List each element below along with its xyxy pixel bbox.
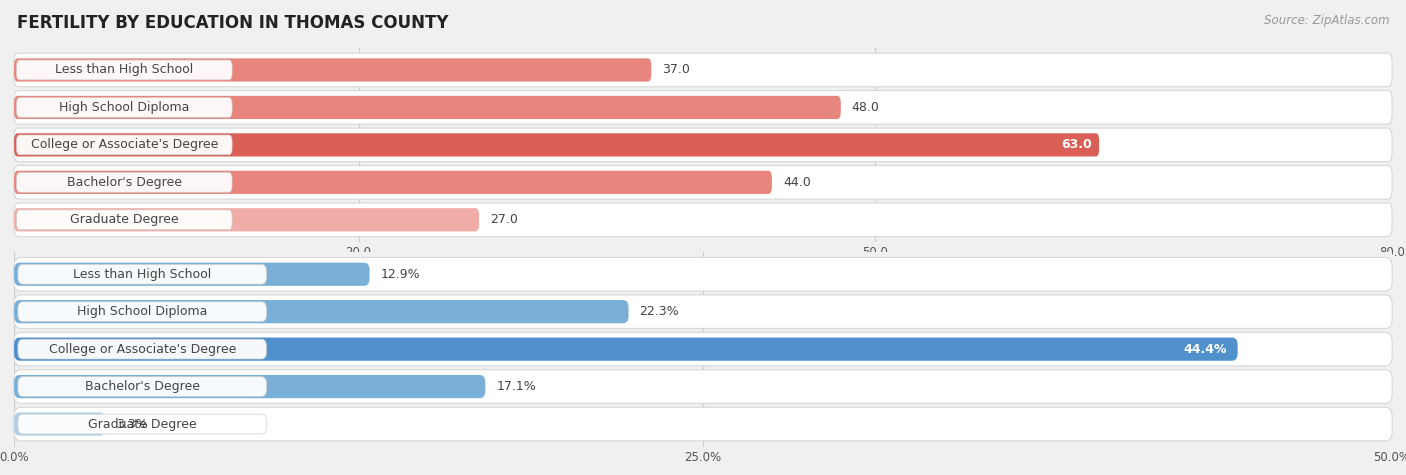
FancyBboxPatch shape xyxy=(14,407,1392,441)
Text: 44.0: 44.0 xyxy=(783,176,811,189)
FancyBboxPatch shape xyxy=(14,295,1392,328)
FancyBboxPatch shape xyxy=(14,257,1392,291)
FancyBboxPatch shape xyxy=(18,414,267,434)
Text: 48.0: 48.0 xyxy=(852,101,880,114)
Text: High School Diploma: High School Diploma xyxy=(59,101,190,114)
Text: College or Associate's Degree: College or Associate's Degree xyxy=(31,138,218,152)
Text: Graduate Degree: Graduate Degree xyxy=(70,213,179,226)
Text: 37.0: 37.0 xyxy=(662,64,690,76)
FancyBboxPatch shape xyxy=(14,171,772,194)
Text: 17.1%: 17.1% xyxy=(496,380,536,393)
Text: 12.9%: 12.9% xyxy=(381,268,420,281)
FancyBboxPatch shape xyxy=(14,166,1392,199)
FancyBboxPatch shape xyxy=(14,300,628,323)
Text: 44.4%: 44.4% xyxy=(1182,342,1226,356)
Text: 63.0: 63.0 xyxy=(1062,138,1092,152)
FancyBboxPatch shape xyxy=(14,96,841,119)
Text: 27.0: 27.0 xyxy=(491,213,517,226)
FancyBboxPatch shape xyxy=(18,302,267,322)
FancyBboxPatch shape xyxy=(18,264,267,284)
FancyBboxPatch shape xyxy=(14,58,651,82)
Text: College or Associate's Degree: College or Associate's Degree xyxy=(49,342,236,356)
FancyBboxPatch shape xyxy=(17,135,232,155)
Text: Bachelor's Degree: Bachelor's Degree xyxy=(67,176,181,189)
FancyBboxPatch shape xyxy=(17,172,232,192)
FancyBboxPatch shape xyxy=(18,339,267,359)
FancyBboxPatch shape xyxy=(17,60,232,80)
FancyBboxPatch shape xyxy=(14,338,1237,361)
FancyBboxPatch shape xyxy=(14,203,1392,237)
FancyBboxPatch shape xyxy=(14,91,1392,124)
FancyBboxPatch shape xyxy=(14,208,479,231)
FancyBboxPatch shape xyxy=(17,210,232,230)
Text: 3.3%: 3.3% xyxy=(117,418,148,430)
FancyBboxPatch shape xyxy=(14,128,1392,162)
Text: High School Diploma: High School Diploma xyxy=(77,305,208,318)
FancyBboxPatch shape xyxy=(14,133,1099,156)
Text: 22.3%: 22.3% xyxy=(640,305,679,318)
FancyBboxPatch shape xyxy=(14,375,485,398)
Text: Graduate Degree: Graduate Degree xyxy=(89,418,197,430)
FancyBboxPatch shape xyxy=(14,370,1392,403)
Text: Source: ZipAtlas.com: Source: ZipAtlas.com xyxy=(1264,14,1389,27)
FancyBboxPatch shape xyxy=(18,377,267,397)
FancyBboxPatch shape xyxy=(14,412,105,436)
FancyBboxPatch shape xyxy=(14,332,1392,366)
FancyBboxPatch shape xyxy=(17,97,232,117)
FancyBboxPatch shape xyxy=(14,263,370,286)
Text: Less than High School: Less than High School xyxy=(73,268,211,281)
Text: Bachelor's Degree: Bachelor's Degree xyxy=(84,380,200,393)
FancyBboxPatch shape xyxy=(14,53,1392,87)
Text: FERTILITY BY EDUCATION IN THOMAS COUNTY: FERTILITY BY EDUCATION IN THOMAS COUNTY xyxy=(17,14,449,32)
Text: Less than High School: Less than High School xyxy=(55,64,194,76)
